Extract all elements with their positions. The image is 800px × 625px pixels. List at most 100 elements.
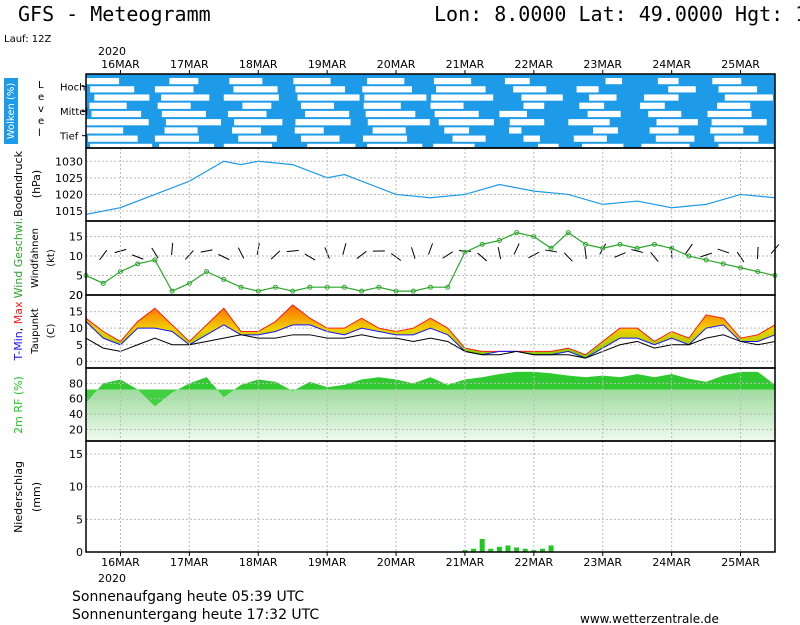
humidity-tick-label: 60 bbox=[69, 393, 83, 406]
level-letter: v bbox=[38, 104, 44, 115]
wind-point bbox=[341, 284, 347, 290]
wind-barb bbox=[650, 252, 659, 262]
cloud-block bbox=[605, 78, 623, 85]
pressure-tick-label: 1015 bbox=[55, 205, 83, 218]
cloud-block bbox=[573, 135, 607, 142]
cloud-block bbox=[504, 78, 530, 85]
level-letter: e bbox=[38, 116, 44, 127]
day-label-top: 24MAR bbox=[652, 58, 691, 71]
cloud-axis-label: Wolken (%) bbox=[6, 83, 17, 140]
wind-point bbox=[238, 284, 244, 290]
cloud-block bbox=[724, 94, 773, 101]
precip-bar bbox=[496, 546, 502, 552]
day-label-bottom: 20MAR bbox=[377, 556, 416, 569]
cloud-block bbox=[363, 102, 401, 109]
dewpoint-line bbox=[85, 334, 776, 359]
cloud-block bbox=[431, 94, 494, 101]
wind-point bbox=[376, 284, 382, 290]
day-label-bottom: 22MAR bbox=[515, 556, 554, 569]
wind-barb bbox=[497, 247, 502, 259]
cloud-block bbox=[434, 110, 479, 118]
cloud-level-label: Tief bbox=[59, 132, 79, 143]
humidity-tick-label: 80 bbox=[69, 377, 83, 390]
wind-point bbox=[290, 288, 296, 294]
page-title: GFS - Meteogramm bbox=[18, 2, 211, 26]
wind-barb bbox=[200, 249, 213, 253]
precip-bar bbox=[514, 547, 520, 552]
precip-axis-label: Niederschlag bbox=[12, 461, 25, 533]
day-label-bottom: 23MAR bbox=[583, 556, 622, 569]
cloud-block bbox=[161, 94, 210, 101]
cloud-block bbox=[164, 127, 198, 134]
temp-tick-label: 20 bbox=[69, 289, 83, 302]
temp-axis-label-2: Taupunkt bbox=[30, 308, 41, 355]
pressure-tick-label: 1030 bbox=[55, 155, 83, 168]
precip-tick-label: 10 bbox=[69, 481, 83, 494]
cloud-block bbox=[576, 86, 599, 93]
day-label-top: 23MAR bbox=[583, 58, 622, 71]
wind-point bbox=[496, 237, 502, 243]
cloud-block bbox=[579, 102, 605, 109]
cloud-block bbox=[430, 102, 464, 109]
cloud-block bbox=[523, 135, 541, 142]
cloud-block bbox=[521, 94, 563, 101]
sunrise-text: Sonnenaufgang heute 05:39 UTC bbox=[72, 589, 304, 605]
cloud-block bbox=[711, 119, 767, 126]
cloud-block bbox=[639, 102, 665, 109]
precip-bar bbox=[488, 548, 494, 552]
wind-point bbox=[428, 284, 433, 290]
precip-tick-label: 0 bbox=[76, 546, 83, 559]
wind-point bbox=[548, 245, 554, 251]
day-label-bottom: 24MAR bbox=[652, 556, 691, 569]
precip-bar bbox=[531, 550, 537, 552]
cloud-block bbox=[444, 127, 470, 134]
cloud-level-label: Hoch bbox=[60, 82, 85, 93]
cloud-block bbox=[433, 78, 472, 85]
temp-unit: (C) bbox=[46, 324, 57, 339]
cloud-block bbox=[238, 135, 277, 142]
cloud-block bbox=[712, 78, 742, 85]
cloud-block bbox=[223, 143, 273, 150]
panel-frame bbox=[85, 440, 776, 553]
tmax-line bbox=[85, 304, 776, 356]
precip-bar bbox=[479, 538, 485, 552]
wind-tick-label: 15 bbox=[69, 231, 83, 244]
temp-tick-label: 10 bbox=[69, 322, 83, 335]
day-label-bottom: 16MAR bbox=[101, 556, 140, 569]
wind-barb bbox=[685, 243, 693, 255]
precip-bar bbox=[548, 545, 554, 552]
wind-point bbox=[479, 241, 485, 247]
cloud-block bbox=[154, 135, 199, 142]
cloud-block bbox=[656, 119, 698, 126]
cloud-block bbox=[587, 110, 621, 118]
wind-point bbox=[514, 230, 520, 236]
wind-barb bbox=[513, 243, 520, 255]
wind-barb bbox=[545, 249, 558, 253]
cloud-block bbox=[582, 143, 624, 150]
wind-barb bbox=[342, 243, 347, 255]
cloud-block bbox=[668, 86, 696, 93]
wind-barb bbox=[584, 246, 587, 260]
wind-barb bbox=[171, 242, 174, 256]
cloud-block bbox=[657, 78, 679, 85]
cloud-block bbox=[86, 119, 149, 126]
day-label-bottom: 25MAR bbox=[721, 556, 760, 569]
cloud-block bbox=[169, 78, 199, 85]
wind-point bbox=[221, 276, 227, 282]
day-label-top: 22MAR bbox=[515, 58, 554, 71]
wind-point bbox=[100, 280, 106, 286]
day-label-top: 19MAR bbox=[308, 58, 347, 71]
cloud-block bbox=[232, 127, 262, 134]
cloud-block bbox=[295, 86, 346, 93]
cloud-block bbox=[227, 110, 267, 118]
cloud-block bbox=[588, 94, 617, 101]
cloud-block bbox=[88, 135, 138, 142]
wind-barb bbox=[270, 250, 281, 260]
cloud-block bbox=[234, 119, 283, 126]
cloud-block bbox=[593, 127, 618, 134]
cloud-block bbox=[641, 143, 690, 150]
cloud-block bbox=[372, 127, 406, 134]
cloud-block bbox=[161, 110, 206, 118]
cloud-block bbox=[295, 119, 351, 126]
